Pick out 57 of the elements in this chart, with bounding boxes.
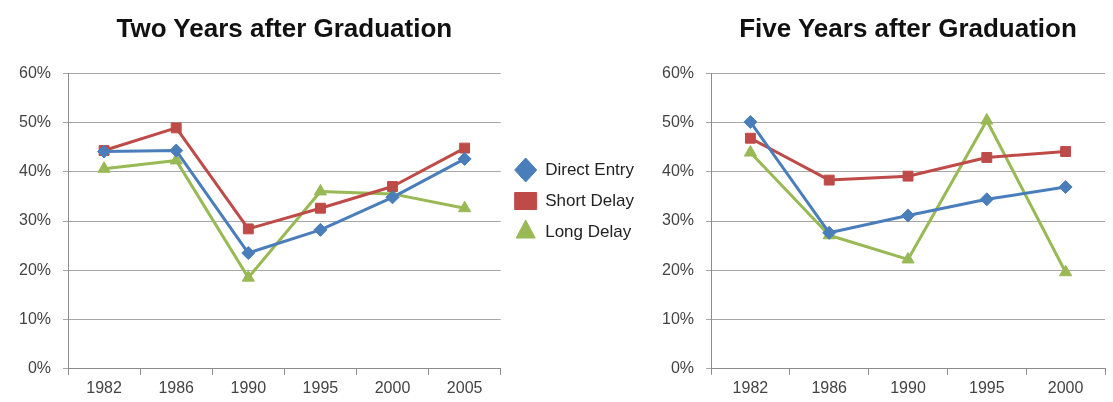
x-tick-label: 2005 xyxy=(446,378,483,396)
point xyxy=(981,152,993,163)
x-tick-label: 1986 xyxy=(158,378,195,396)
y-tick-label: 0% xyxy=(27,359,52,377)
point xyxy=(901,208,916,223)
point xyxy=(459,142,471,154)
x-tick-label: 2000 xyxy=(1047,378,1084,396)
legend-label: Long Delay xyxy=(545,221,632,241)
y-tick-label: 40% xyxy=(18,162,52,180)
y-tick-label: 20% xyxy=(661,260,695,278)
chart-title: Five Years after Graduation xyxy=(739,12,1077,43)
point xyxy=(1060,146,1072,157)
point xyxy=(170,122,182,134)
x-tick-label: 1990 xyxy=(890,378,926,396)
y-tick-label: 60% xyxy=(18,63,52,81)
legend-label: Short Delay xyxy=(545,190,635,210)
x-tick-label: 1982 xyxy=(86,378,122,396)
point xyxy=(1059,264,1073,277)
point xyxy=(97,161,111,173)
y-tick-label: 0% xyxy=(670,359,695,377)
point xyxy=(169,143,184,158)
x-tick-label: 1986 xyxy=(811,378,848,396)
y-tick-label: 60% xyxy=(661,63,695,81)
point xyxy=(458,200,472,213)
point xyxy=(385,190,400,205)
y-tick-label: 20% xyxy=(18,260,52,278)
y-tick-label: 40% xyxy=(661,162,695,180)
legend-label: Direct Entry xyxy=(545,159,635,179)
point xyxy=(457,151,472,166)
y-tick-label: 30% xyxy=(661,211,695,229)
point xyxy=(313,183,327,196)
y-tick-label: 50% xyxy=(661,112,695,130)
chart-title: Two Years after Graduation xyxy=(116,12,453,43)
point xyxy=(241,246,256,261)
point xyxy=(387,181,398,192)
point xyxy=(1058,180,1073,195)
point xyxy=(241,270,255,282)
point xyxy=(823,174,835,186)
x-tick-label: 1982 xyxy=(732,378,769,396)
point xyxy=(743,145,757,157)
y-tick-label: 10% xyxy=(18,309,52,327)
point xyxy=(314,202,326,214)
x-tick-label: 1995 xyxy=(302,378,339,396)
point xyxy=(979,192,994,207)
x-tick-label: 1990 xyxy=(230,378,267,396)
point xyxy=(901,251,915,264)
y-tick-label: 30% xyxy=(18,211,52,229)
x-tick-label: 1995 xyxy=(969,378,1005,396)
y-tick-label: 10% xyxy=(661,309,695,327)
point xyxy=(313,222,328,237)
point xyxy=(980,113,994,125)
point xyxy=(744,132,756,144)
point xyxy=(242,223,254,235)
point xyxy=(902,170,914,182)
point xyxy=(743,114,758,129)
y-tick-label: 50% xyxy=(18,112,52,130)
x-tick-label: 2000 xyxy=(374,378,411,396)
